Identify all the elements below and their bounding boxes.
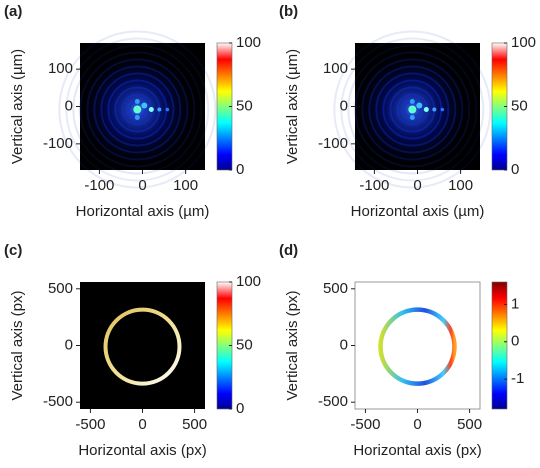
panel-label: (c)	[4, 242, 22, 259]
panel-label: (d)	[279, 242, 298, 259]
x-tick-label: 0	[138, 416, 146, 433]
y-tick-label: -500	[43, 393, 73, 410]
y-axis-label: Vertical axis (µm)	[9, 49, 26, 164]
colorbar-tick-label: 50	[236, 336, 253, 353]
x-tick-label: -100	[84, 177, 114, 194]
panel: (b) -100 0 100 -100 0 100 Horizontal axis (µm) V…	[279, 3, 536, 220]
spot	[416, 102, 422, 108]
colorbar-tick-label: 0	[236, 161, 244, 178]
y-axis-label: Vertical axis (px)	[284, 290, 301, 400]
spot	[410, 99, 415, 104]
y-tick-label: 0	[340, 336, 348, 353]
y-tick-label: -500	[318, 393, 348, 410]
colorbar-tick-label: 0	[236, 400, 244, 417]
spot	[133, 105, 141, 113]
y-tick-label: 0	[65, 336, 73, 353]
colorbar-tick-label: 1	[511, 295, 519, 312]
colorbar-tick-label: -1	[511, 370, 524, 387]
panel-label: (a)	[4, 3, 22, 20]
panel-label: (b)	[279, 3, 298, 20]
y-tick-label: 500	[48, 280, 73, 297]
x-tick-label: 0	[413, 416, 421, 433]
x-axis-label: Horizontal axis (µm)	[76, 203, 210, 220]
y-tick-label: 0	[340, 97, 348, 114]
colorbar-tick-label: 0	[511, 333, 519, 350]
spot	[149, 107, 154, 112]
y-tick-label: 100	[48, 60, 73, 77]
colorbar-tick-label: 100	[236, 273, 261, 290]
image-bg	[355, 282, 480, 409]
colorbar-tick-label: 100	[236, 34, 261, 51]
y-tick-label: -100	[43, 135, 73, 152]
spot	[432, 107, 436, 111]
y-tick-label: 100	[323, 60, 348, 77]
x-tick-label: 0	[138, 177, 146, 194]
x-tick-label: -500	[350, 416, 380, 433]
colorbar-tick-label: 50	[236, 97, 253, 114]
spot	[424, 107, 429, 112]
x-tick-label: 100	[448, 177, 473, 194]
spot	[408, 105, 416, 113]
y-tick-label: 0	[65, 97, 73, 114]
x-tick-label: 0	[413, 177, 421, 194]
x-tick-label: 100	[173, 177, 198, 194]
x-tick-label: 500	[457, 416, 482, 433]
colorbar	[492, 282, 507, 409]
x-axis-label: Horizontal axis (px)	[353, 442, 481, 459]
spot	[135, 115, 140, 120]
spot	[441, 108, 445, 112]
panel: (a) -100 0 100 -100 0 100 Horizontal axis (µm) V…	[4, 3, 261, 220]
y-axis-label: Vertical axis (px)	[9, 290, 26, 400]
spot	[410, 115, 415, 120]
y-tick-label: 500	[323, 280, 348, 297]
colorbar-tick-label: 0	[511, 161, 519, 178]
x-tick-label: -100	[359, 177, 389, 194]
y-axis-label: Vertical axis (µm)	[284, 49, 301, 164]
x-axis-label: Horizontal axis (µm)	[351, 203, 485, 220]
spot	[135, 99, 140, 104]
x-tick-label: -500	[75, 416, 105, 433]
image-bg	[80, 282, 205, 409]
figure: (a)-1000100-1000100Horizontal axis (µm)V…	[0, 0, 540, 468]
spot	[141, 102, 147, 108]
x-tick-label: 500	[182, 416, 207, 433]
spot	[157, 107, 161, 111]
panel: (d) -500 0 500 -500 0 500 Horizontal axis (px) V…	[279, 242, 524, 459]
colorbar-tick-label: 50	[511, 97, 528, 114]
colorbar-tick-label: 100	[511, 34, 536, 51]
y-tick-label: -100	[318, 135, 348, 152]
spot	[166, 108, 170, 112]
x-axis-label: Horizontal axis (px)	[78, 442, 206, 459]
